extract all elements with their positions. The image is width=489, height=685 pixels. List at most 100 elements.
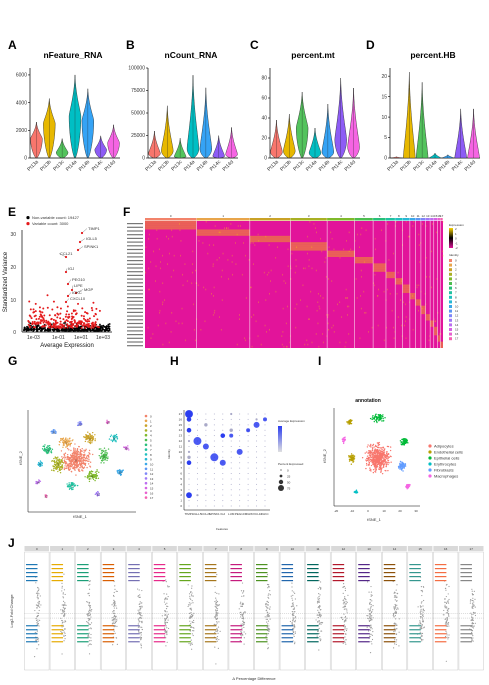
g-cell	[84, 454, 86, 457]
g-cell	[96, 469, 98, 471]
g-cell	[100, 448, 102, 450]
j-strip-8	[228, 546, 254, 551]
j-gene-point	[293, 643, 296, 645]
i-cell	[351, 455, 353, 457]
j-gene-point	[370, 611, 373, 614]
j-gene-point	[292, 620, 294, 622]
y-tick-label: 80	[261, 76, 267, 82]
j-gene-point	[420, 608, 422, 610]
f-heat-block	[196, 229, 250, 232]
i-cell	[368, 463, 370, 465]
j-gene-point	[291, 603, 294, 605]
i-cell	[401, 461, 404, 464]
f-heat-noise	[244, 339, 246, 342]
f-heat-block	[420, 305, 426, 308]
j-up-gene	[307, 564, 319, 566]
j-gene-point	[293, 591, 295, 593]
f-heat-block	[415, 299, 421, 302]
g-ylabel: tSNE_2	[18, 450, 23, 465]
j-up-gene	[307, 580, 319, 582]
j-gene-point	[164, 619, 167, 622]
h-dot	[186, 492, 192, 499]
f-heat-noise	[251, 345, 253, 348]
j-gene-point	[369, 651, 372, 654]
f-heat-noise	[405, 320, 406, 323]
g-cell	[66, 485, 69, 487]
f-heat-noise	[363, 290, 365, 293]
j-down-gene	[179, 629, 191, 631]
f-heat-noise	[394, 331, 396, 333]
i-cell	[366, 459, 369, 462]
j-gene-point	[267, 648, 269, 650]
j-gene-point	[37, 602, 39, 604]
j-cluster-label-10: 10	[291, 547, 295, 551]
j-gene-point	[395, 618, 397, 620]
i-cell	[382, 462, 384, 465]
i-cell	[372, 453, 374, 455]
g-cell	[106, 459, 108, 462]
g-cell	[102, 456, 105, 459]
e-point-variable	[34, 310, 37, 313]
j-gene-point	[242, 616, 244, 618]
j-down-gene	[179, 633, 191, 635]
e-point-variable	[85, 323, 88, 326]
f-heat-block	[373, 263, 386, 266]
g-cell	[94, 438, 96, 440]
f-heat-noise	[310, 290, 312, 293]
f-cluster-bar-5	[354, 218, 373, 221]
h-dot	[256, 494, 258, 496]
f-heat-noise	[313, 223, 315, 225]
f-heat-noise	[171, 235, 173, 238]
e-point-nonvariable	[69, 328, 72, 331]
x-tick-label: Pt14d	[343, 159, 357, 173]
h-dot	[230, 445, 232, 447]
g-legend-label-4: 4	[150, 434, 152, 438]
j-facet	[49, 551, 75, 671]
f-legend-expression-title: Expression	[449, 223, 464, 227]
h-dot	[196, 505, 198, 507]
f-heat-noise	[365, 312, 367, 314]
h-legend-gradient	[278, 426, 282, 452]
j-facet	[75, 551, 101, 671]
j-down-gene	[358, 633, 370, 635]
e-point-variable	[37, 317, 40, 320]
j-gene-point	[36, 623, 38, 625]
g-cell	[67, 443, 69, 446]
j-gene-point	[319, 636, 321, 638]
f-heat-noise	[212, 314, 214, 316]
e-point-nonvariable	[57, 329, 60, 332]
f-heat-noise	[195, 269, 196, 272]
f-heat-block	[420, 312, 426, 315]
j-gene-point	[89, 618, 91, 620]
i-cell	[368, 459, 370, 461]
g-cell	[62, 441, 65, 444]
j-gene-point	[344, 628, 346, 630]
f-heat-noise	[434, 320, 436, 323]
j-gene-point	[319, 588, 322, 590]
i-cell	[375, 413, 377, 415]
g-cell	[116, 436, 119, 438]
j-gene-point	[166, 633, 168, 636]
e-point-variable	[83, 322, 86, 325]
j-gene-point	[266, 603, 268, 605]
g-cell	[77, 459, 79, 461]
g-cell	[101, 450, 103, 452]
i-cell	[354, 490, 356, 493]
j-strip-7	[203, 546, 228, 551]
h-dot	[222, 467, 224, 469]
h-dot	[222, 445, 224, 447]
j-gene-point	[393, 596, 396, 598]
j-gene-point	[62, 593, 64, 595]
j-gene-point	[111, 604, 113, 606]
f-heat-noise	[436, 278, 438, 280]
g-cell	[90, 475, 93, 477]
j-gene-point	[292, 627, 294, 630]
g-cell	[69, 445, 71, 447]
f-heat-noise	[346, 297, 348, 299]
j-gene-point	[266, 606, 268, 608]
g-cell	[76, 450, 79, 452]
f-heat-noise	[422, 223, 423, 225]
g-cell	[118, 471, 120, 474]
f-cluster-bar-1	[196, 218, 250, 221]
g-cell	[47, 447, 49, 449]
